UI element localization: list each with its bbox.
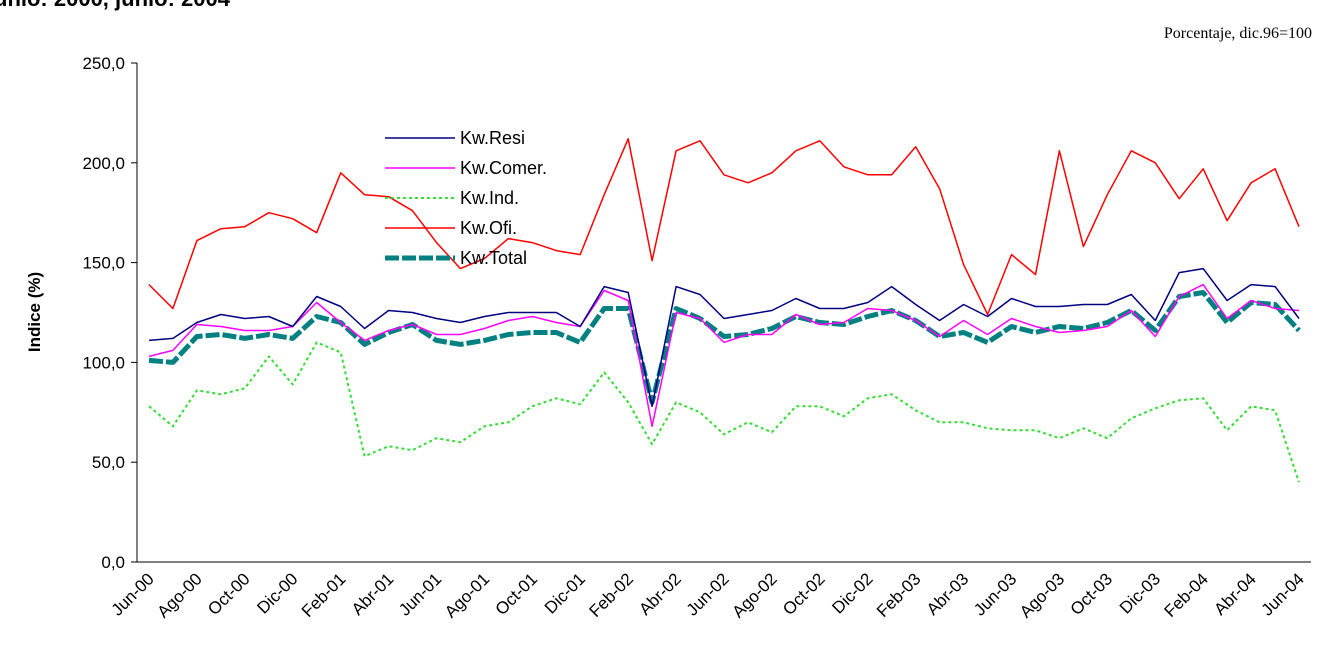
- chart-title: unio: 2000, junio: 2004: [0, 0, 231, 11]
- y-tick-label: 250,0: [82, 54, 125, 73]
- y-tick-label: 200,0: [82, 154, 125, 173]
- x-tick-label: Feb-03: [873, 569, 925, 621]
- y-tick-label: 50,0: [92, 453, 125, 472]
- x-tick-label: Abr-02: [635, 569, 685, 619]
- y-tick-label: 100,0: [82, 353, 125, 372]
- x-tick-label: Feb-01: [298, 569, 350, 621]
- legend-label: Kw.Total: [460, 248, 527, 268]
- legend-label: Kw.Comer.: [460, 158, 547, 178]
- x-tick-label: Jun-03: [970, 569, 1020, 619]
- x-tick-label: Oct-03: [1067, 569, 1117, 619]
- x-tick-label: Ago-03: [1016, 569, 1068, 621]
- x-tick-label: Abr-04: [1210, 569, 1260, 619]
- y-axis-label: Indice (%): [25, 272, 44, 352]
- legend-label: Kw.Resi: [460, 128, 525, 148]
- x-tick-label: Dic-00: [253, 569, 301, 617]
- legend-label: Kw.Ofi.: [460, 218, 517, 238]
- x-tick-label: Oct-00: [204, 569, 254, 619]
- x-tick-label: Ago-00: [154, 569, 206, 621]
- y-tick-label: 150,0: [82, 254, 125, 273]
- x-tick-label: Abr-01: [348, 569, 398, 619]
- chart-subtitle: Porcentaje, dic.96=100: [1164, 25, 1312, 42]
- x-tick-label: Jun-02: [683, 569, 733, 619]
- x-tick-label: Ago-02: [729, 569, 781, 621]
- series-line: [148, 283, 1300, 428]
- x-tick-label: Dic-01: [541, 569, 589, 617]
- y-tick-label: 0,0: [101, 553, 125, 572]
- x-tick-label: Jun-00: [108, 569, 158, 619]
- x-tick-label: Feb-02: [585, 569, 637, 621]
- x-tick-label: Jun-01: [395, 569, 445, 619]
- x-tick-label: Oct-02: [779, 569, 829, 619]
- x-tick-label: Oct-01: [492, 569, 542, 619]
- x-tick-label: Feb-04: [1160, 569, 1212, 621]
- series-line: [148, 290, 1301, 405]
- legend-label: Kw.Ind.: [460, 188, 519, 208]
- x-tick-label: Ago-01: [441, 569, 493, 621]
- x-tick-label: Abr-03: [923, 569, 973, 619]
- series-line: [148, 341, 1300, 483]
- series-line: [148, 138, 1300, 316]
- x-tick-label: Jun-04: [1258, 569, 1308, 619]
- x-tick-label: Dic-02: [828, 569, 876, 617]
- series-line: [148, 267, 1300, 408]
- x-tick-label: Dic-03: [1116, 569, 1164, 617]
